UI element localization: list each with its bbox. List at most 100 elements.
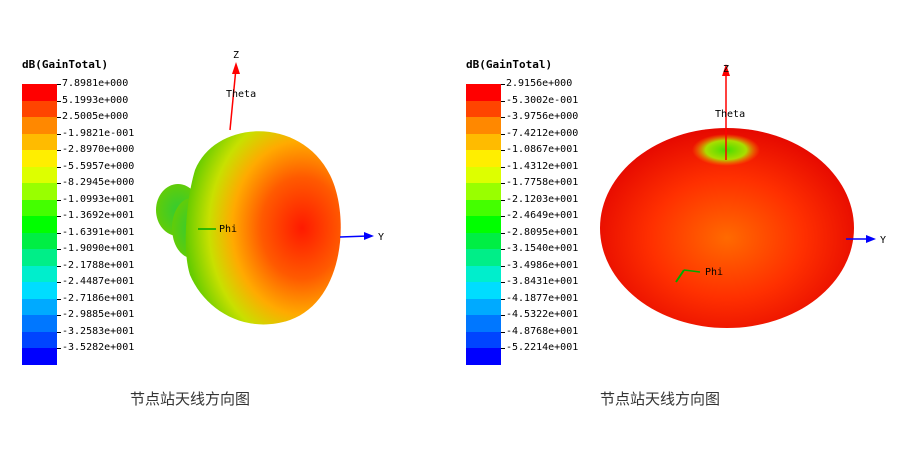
- color-legend: 2.9156e+000 -5.3002e-001 -3.9756e+000 -7.42…: [466, 78, 606, 365]
- legend-value: -2.4487e+001: [56, 276, 135, 287]
- legend-swatch: [22, 265, 57, 282]
- legend-swatch: [466, 265, 501, 282]
- legend-swatch: [466, 315, 501, 332]
- legend-row: -3.5282e+001: [22, 342, 162, 365]
- legend-swatch: [466, 331, 501, 348]
- color-legend: 7.8981e+000 5.1993e+000 2.5005e+000 -1.9821…: [22, 78, 162, 365]
- legend-swatch: [22, 298, 57, 315]
- legend-value: 2.5005e+000: [56, 111, 129, 122]
- legend-value: 2.9156e+000: [500, 78, 573, 89]
- legend-row: -1.0867e+001: [466, 144, 606, 167]
- legend-value: -4.8768e+001: [500, 325, 579, 337]
- legend-value: -3.4986e+001: [500, 259, 579, 271]
- legend-swatch: [466, 166, 501, 183]
- legend-value: -1.6391e+001: [56, 226, 135, 238]
- legend-row: -2.4487e+001: [22, 276, 162, 299]
- legend-row: -3.8431e+001: [466, 276, 606, 299]
- legend-swatch: [466, 133, 501, 150]
- legend-value: -1.0993e+001: [56, 193, 135, 205]
- legend-value: -2.1788e+001: [56, 259, 135, 271]
- legend-swatch: [466, 232, 501, 249]
- radiation-pattern-3d: Z Theta Y Phi: [600, 64, 886, 328]
- legend-swatch: [466, 216, 501, 233]
- y-axis-label: Y: [378, 232, 384, 243]
- legend-swatch: [466, 348, 501, 365]
- legend-swatch: [466, 249, 501, 266]
- legend-swatch: [466, 100, 501, 117]
- torus-lobe: [600, 128, 854, 328]
- legend-value: -2.9885e+001: [56, 309, 135, 320]
- legend-row: 5.1993e+000: [22, 95, 162, 117]
- legend-row: 2.9156e+000: [466, 78, 606, 101]
- legend-row: -4.8768e+001: [466, 326, 606, 348]
- legend-swatch: [22, 133, 57, 150]
- legend-row: 2.5005e+000: [22, 111, 162, 134]
- legend-swatch: [22, 216, 57, 233]
- legend-row: -1.0993e+001: [22, 194, 162, 216]
- legend-row: -2.8095e+001: [466, 227, 606, 249]
- legend-row: -3.1540e+001: [466, 243, 606, 266]
- legend-value: -7.4212e+000: [500, 127, 579, 139]
- legend-swatch: [466, 199, 501, 216]
- legend-row: -1.7758e+001: [466, 177, 606, 200]
- theta-label: Theta: [715, 109, 745, 120]
- legend-swatch: [22, 166, 57, 183]
- legend-swatch: [466, 117, 501, 134]
- legend-row: -2.9885e+001: [22, 309, 162, 332]
- legend-value: -1.7758e+001: [500, 177, 579, 188]
- legend-row: -8.2945e+000: [22, 177, 162, 200]
- legend-swatch: [22, 117, 57, 134]
- legend-swatch: [22, 282, 57, 299]
- phi-label: Phi: [705, 267, 723, 278]
- legend-value: -1.9090e+001: [56, 243, 135, 254]
- y-axis-label: Y: [880, 235, 886, 246]
- z-axis-label: Z: [723, 64, 729, 75]
- legend-value: -3.5282e+001: [56, 342, 135, 353]
- legend-row: 7.8981e+000: [22, 78, 162, 101]
- legend-row: -4.1877e+001: [466, 293, 606, 315]
- legend-row: -2.1788e+001: [22, 260, 162, 282]
- legend-row: -5.3002e-001: [466, 95, 606, 117]
- legend-row: -1.9821e-001: [22, 128, 162, 150]
- legend-swatch: [466, 84, 501, 101]
- legend-value: -4.5322e+001: [500, 309, 579, 320]
- legend-swatch: [466, 183, 501, 200]
- legend-value: -1.0867e+001: [500, 144, 579, 155]
- legend-value: -5.3002e-001: [500, 94, 579, 106]
- legend-value: -2.1203e+001: [500, 193, 579, 205]
- legend-row: -2.8970e+000: [22, 144, 162, 167]
- legend-value: -1.9821e-001: [56, 127, 135, 139]
- legend-row: -1.6391e+001: [22, 227, 162, 249]
- legend-value: -1.4312e+001: [500, 160, 579, 172]
- pattern-panel-left: dB(GainTotal) 7.8981e+000 5.1993e+000 2.50…: [22, 50, 384, 408]
- z-axis-label: Z: [233, 50, 239, 61]
- figure-caption: 节点站天线方向图: [600, 390, 721, 408]
- legend-value: -2.8970e+000: [56, 144, 135, 155]
- legend-title: dB(GainTotal): [466, 58, 553, 71]
- legend-row: -2.7186e+001: [22, 293, 162, 315]
- legend-swatch: [22, 249, 57, 266]
- legend-row: -3.4986e+001: [466, 260, 606, 282]
- legend-swatch: [22, 100, 57, 117]
- legend-value: -3.1540e+001: [500, 243, 579, 254]
- legend-value: -4.1877e+001: [500, 292, 579, 304]
- legend-row: -3.9756e+000: [466, 111, 606, 134]
- legend-swatch: [466, 298, 501, 315]
- legend-title: dB(GainTotal): [22, 58, 109, 71]
- legend-value: -1.3692e+001: [56, 210, 135, 221]
- legend-swatch: [22, 232, 57, 249]
- legend-value: -3.8431e+001: [500, 276, 579, 287]
- legend-value: -3.2583e+001: [56, 325, 135, 337]
- legend-row: -5.5957e+000: [22, 161, 162, 183]
- legend-value: -8.2945e+000: [56, 177, 135, 188]
- legend-value: -5.5957e+000: [56, 160, 135, 172]
- legend-swatch: [22, 84, 57, 101]
- legend-row: -3.2583e+001: [22, 326, 162, 348]
- legend-row: -1.3692e+001: [22, 210, 162, 233]
- legend-swatch: [22, 315, 57, 332]
- legend-row: -2.1203e+001: [466, 194, 606, 216]
- legend-value: 5.1993e+000: [56, 94, 129, 106]
- radiation-pattern-3d: Z Theta Y Phi: [156, 50, 384, 325]
- legend-swatch: [466, 150, 501, 167]
- pattern-panel-right: dB(GainTotal) 2.9156e+000 -5.3002e-001 -3.…: [444, 0, 894, 450]
